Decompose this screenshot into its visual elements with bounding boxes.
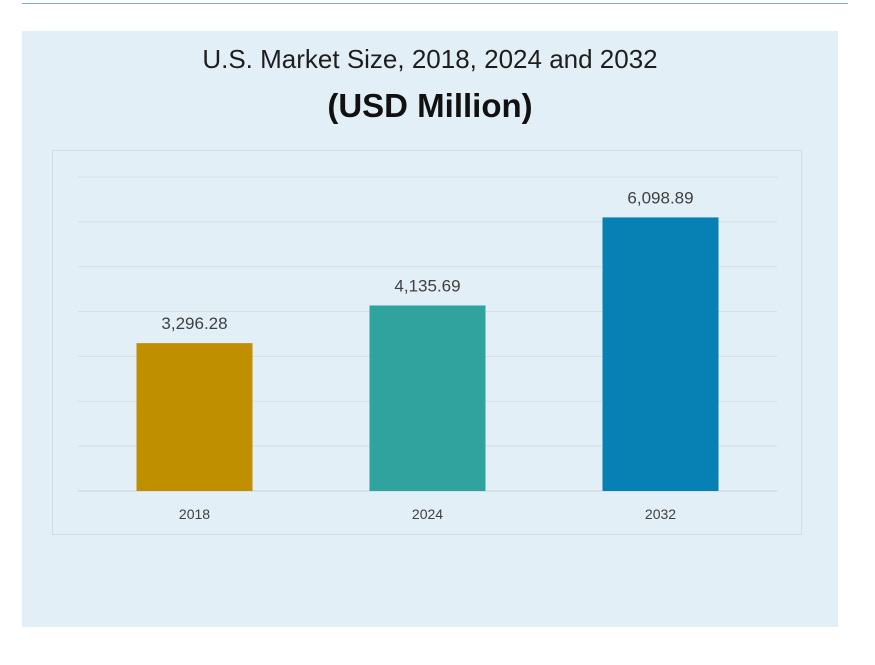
tick-label-2018: 2018 [179,506,210,522]
top-divider [22,3,848,4]
bar-2024 [369,305,486,491]
bar-2032 [602,217,719,492]
tick-label-2032: 2032 [645,506,676,522]
bar-2018 [136,343,253,491]
plot-area-frame [52,150,802,535]
value-label-2032: 6,098.89 [627,188,693,207]
x-tick-labels: 2018 2024 2032 [179,506,676,522]
chart-subtitle: (USD Million) [327,87,533,124]
chart-title: U.S. Market Size, 2018, 2024 and 2032 [202,44,658,74]
value-label-2024: 4,135.69 [394,276,460,295]
tick-label-2024: 2024 [412,506,443,522]
value-label-2018: 3,296.28 [161,314,227,333]
value-labels: 3,296.28 4,135.69 6,098.89 [161,188,693,333]
bars [136,217,719,492]
